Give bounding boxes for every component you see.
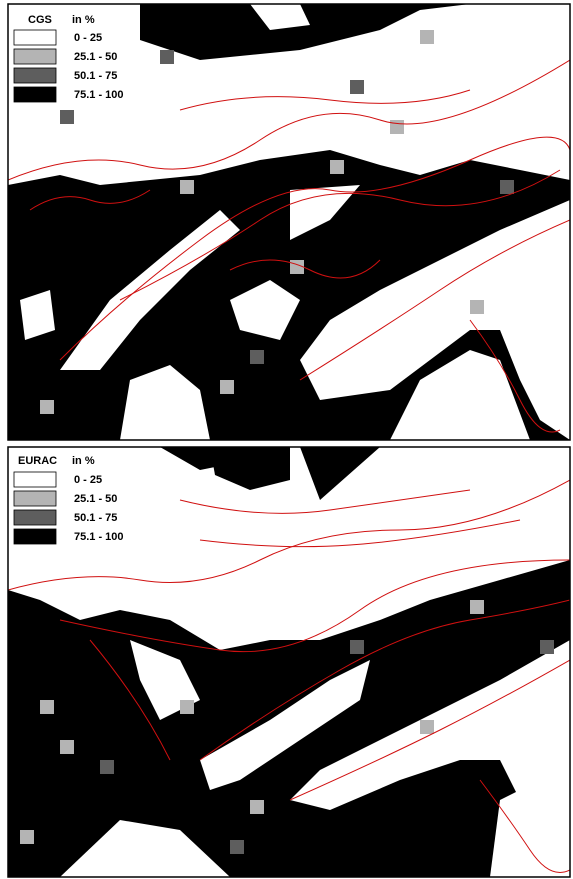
legend-unit: in % <box>72 14 95 26</box>
legend-label: 25.1 - 50 <box>74 51 117 63</box>
legend-swatch <box>14 472 56 487</box>
legend-swatch <box>14 529 56 544</box>
legend-swatch <box>14 510 56 525</box>
legend: CGS in % 0 - 25 25.1 - 50 50.1 - 75 75.1 - … <box>9 5 137 109</box>
legend-unit: in % <box>72 455 95 467</box>
legend-label: 75.1 - 100 <box>74 89 124 101</box>
legend-title: EURAC <box>18 455 57 467</box>
legend-label: 0 - 25 <box>74 32 102 44</box>
legend-label: 75.1 - 100 <box>74 531 124 543</box>
map-figure: CGS in % 0 - 25 25.1 - 50 50.1 - 75 75.1 - … <box>0 0 573 879</box>
legend: EURAC in % 0 - 25 25.1 - 50 50.1 - 75 75.1 … <box>9 448 137 550</box>
legend-label: 0 - 25 <box>74 474 102 486</box>
legend-label: 25.1 - 50 <box>74 493 117 505</box>
legend-swatch <box>14 49 56 64</box>
legend-swatch <box>14 30 56 45</box>
legend-label: 50.1 - 75 <box>74 512 117 524</box>
legend-swatch <box>14 87 56 102</box>
legend-swatch <box>14 491 56 506</box>
page: CGS in % 0 - 25 25.1 - 50 50.1 - 75 75.1 - … <box>0 0 573 879</box>
legend-label: 50.1 - 75 <box>74 70 117 82</box>
legend-swatch <box>14 68 56 83</box>
legend-title: CGS <box>28 14 52 26</box>
